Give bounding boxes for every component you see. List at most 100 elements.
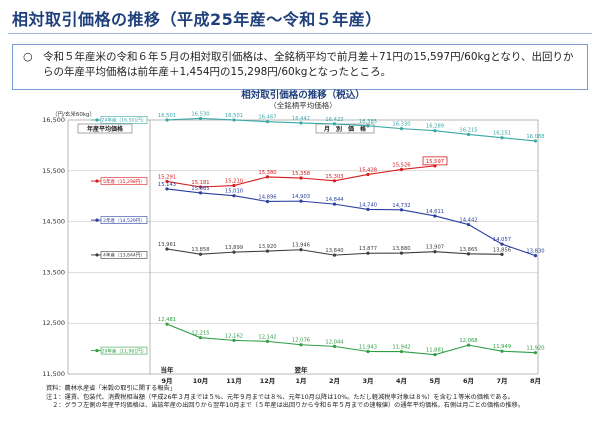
data-label: 16,330 [392, 122, 410, 128]
data-label: 16,151 [493, 131, 511, 137]
y-tick-label: 12,500 [42, 319, 65, 327]
data-label: 14,057 [493, 237, 511, 243]
data-label: 13,840 [325, 248, 343, 254]
data-label: 11,881 [426, 348, 444, 354]
data-point [332, 202, 337, 206]
data-label: 12,162 [225, 333, 243, 339]
data-point [265, 249, 270, 253]
data-point [366, 124, 370, 128]
data-point [265, 339, 270, 343]
y-tick-label: 13,500 [42, 268, 65, 276]
data-point [533, 254, 538, 258]
data-label: 13,961 [158, 242, 176, 248]
x-tick-label: 2月 [329, 377, 340, 385]
data-label: 13,865 [459, 247, 477, 253]
data-point [500, 136, 504, 140]
x-tick-label: 9月 [161, 377, 172, 385]
data-label: 13,858 [191, 247, 209, 253]
data-point [165, 322, 169, 326]
data-point [366, 207, 370, 212]
x-tick-label: 5月 [429, 377, 440, 385]
data-point [165, 118, 169, 122]
data-label: 16,215 [459, 127, 477, 133]
x-tick-label: 8月 [530, 377, 541, 385]
title-rule [8, 33, 592, 34]
data-point [500, 242, 504, 246]
footnote-1: 注１：運賃、包装代、消費税相当額（平成26年３月までは５%、元年９月までは８%、… [46, 393, 514, 401]
y-tick-label: 16,500 [42, 116, 65, 124]
data-point [399, 127, 404, 131]
data-label: 15,291 [158, 174, 176, 180]
year-mark-current: 当年 [161, 365, 175, 374]
data-point [500, 349, 504, 353]
data-point [466, 222, 471, 227]
data-point [366, 172, 370, 177]
data-label: 12,076 [292, 338, 310, 344]
data-label: 16,423 [325, 117, 343, 123]
y-unit-label: （円/玄米60kg） [52, 110, 95, 118]
year-mark-next: 翌年 [295, 365, 309, 374]
note-bullet: ○ [23, 50, 33, 63]
x-tick-label: 1月 [295, 377, 306, 385]
data-point [433, 214, 437, 218]
data-label: 11,942 [392, 345, 410, 351]
note-text: 令和５年産米の令和６年５月の相対取引価格は、全銘柄平均で前月差＋71円の15,5… [43, 51, 574, 78]
data-label: 15,597 [426, 159, 444, 165]
data-point [265, 199, 270, 204]
series-line [166, 323, 536, 356]
data-point [198, 252, 203, 256]
data-label: 16,289 [426, 124, 444, 130]
data-label: 16,442 [292, 116, 310, 122]
x-tick-label: 6月 [463, 377, 474, 385]
data-point [332, 122, 337, 126]
data-point [232, 338, 236, 342]
data-label: 15,526 [392, 162, 410, 168]
data-label: 15,358 [292, 171, 310, 177]
data-point [433, 353, 437, 357]
data-label: 15,143 [158, 182, 176, 188]
data-label: 14,896 [258, 194, 276, 200]
data-point [332, 253, 337, 257]
x-tick-label: 11月 [226, 377, 242, 385]
data-label: 16,530 [191, 111, 209, 117]
y-tick-label: 11,500 [42, 370, 65, 378]
data-point [232, 194, 236, 198]
data-point [265, 175, 270, 179]
data-point [533, 139, 538, 143]
data-point [265, 120, 270, 124]
data-point [232, 118, 236, 122]
data-point [399, 208, 404, 212]
data-point [466, 132, 471, 137]
data-label: 13,877 [359, 246, 377, 252]
data-label: 13,856 [493, 247, 511, 253]
data-label: 15,428 [359, 167, 377, 173]
x-tick-label: 10月 [193, 377, 209, 385]
annual-panel-label-box [77, 123, 133, 134]
footnotes: 資料：農林水産省「米穀の取引に関する報告」 注１：運賃、包装代、消費税相当額（平… [46, 385, 596, 411]
data-point [399, 251, 404, 255]
data-label: 13,920 [258, 244, 276, 250]
data-label: 13,830 [526, 249, 544, 255]
data-label: 16,467 [258, 115, 276, 121]
data-point [399, 349, 404, 354]
data-label: 12,481 [158, 317, 176, 323]
data-label: 12,215 [191, 331, 209, 337]
latest-value-highlight [422, 156, 448, 166]
footnote-2: ２：グラフ左側の年産平均価格は、当該年産の出回りから翌年10月まで（５年産は出回… [46, 402, 525, 410]
data-label: 12,068 [459, 338, 477, 344]
data-point [332, 344, 337, 348]
data-label: 16,088 [526, 134, 544, 140]
annual-legend-text: 5年産（15,298円） [103, 178, 145, 185]
y-tick-label: 15,500 [42, 167, 65, 175]
chart-title: 相対取引価格の推移（税込） [241, 89, 365, 101]
data-label: 14,740 [359, 202, 377, 208]
data-point [198, 191, 203, 195]
data-label: 16,501 [225, 113, 243, 119]
y-tick-label: 14,500 [42, 218, 65, 226]
data-label: 12,044 [325, 339, 344, 345]
chart-subtitle: （全銘柄平均価格） [269, 100, 337, 110]
data-point [299, 176, 303, 180]
data-label: 14,732 [392, 203, 410, 209]
data-label: 15,065 [191, 186, 209, 192]
